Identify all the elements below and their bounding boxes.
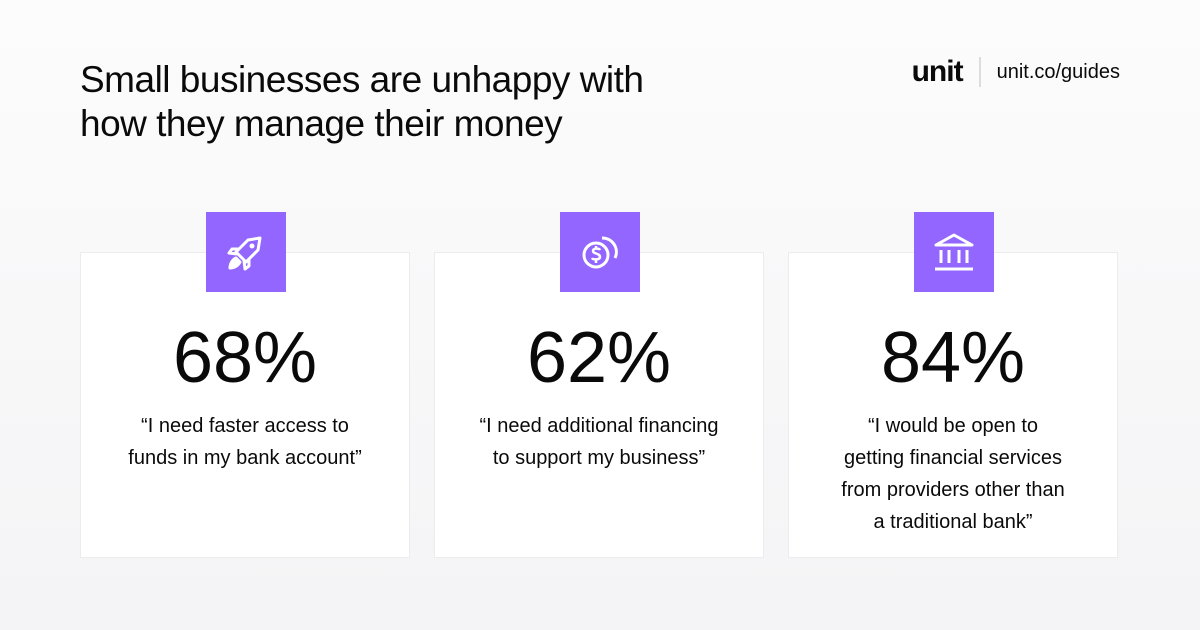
quote-line: a traditional bank” [873,511,1033,533]
rocket-icon [206,212,286,292]
guides-url: unit.co/guides [996,60,1120,83]
quote-line: “I need additional financing [479,415,719,437]
quote-line: “I need faster access to [141,415,349,437]
quote-line: getting financial services [844,447,1062,469]
page-title: Small businesses are unhappy with how th… [80,58,644,146]
stat-quote: “I would be open to getting financial se… [789,410,1117,538]
quote-line: “I would be open to [867,415,1039,437]
quote-line: from providers other than [841,479,1065,501]
stat-value: 84% [880,318,1026,398]
stat-quote: “I need additional financing to support … [435,410,763,474]
stat-card: 62% “I need additional financing to supp… [434,212,764,558]
dollar-coins-icon [560,212,640,292]
brand: unit unit.co/guides [911,55,1120,88]
quote-line: to support my business” [492,447,706,469]
quote-line: funds in my bank account” [128,447,362,469]
stat-card: 68% “I need faster access to funds in my… [80,212,410,558]
title-line-2: how they manage their money [80,103,563,144]
bank-icon [914,212,994,292]
stat-quote: “I need faster access to funds in my ban… [81,410,409,474]
stat-value: 62% [526,318,672,398]
stat-value: 68% [172,318,318,398]
stat-card: 84% “I would be open to getting financia… [788,212,1118,558]
divider [978,57,981,87]
unit-logo: unit [911,55,964,88]
title-line-1: Small businesses are unhappy with [80,59,644,100]
